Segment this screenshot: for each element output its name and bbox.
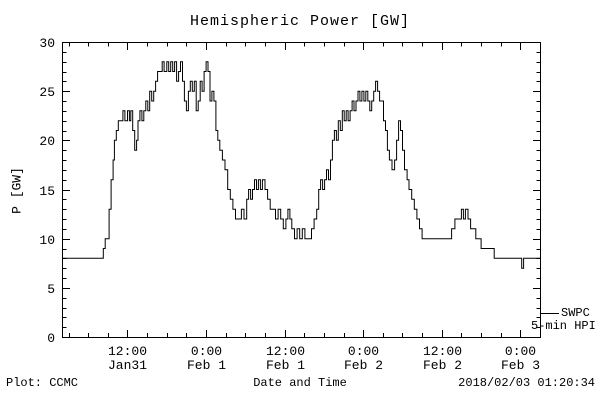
plot-source-label: Plot: CCMC — [6, 376, 79, 390]
y-tick-label: 0 — [47, 331, 55, 346]
chart-title: Hemispheric Power [GW] — [189, 13, 411, 30]
x-tick-date-label: Feb 1 — [266, 358, 305, 373]
x-tick-time-label: 12:00 — [423, 344, 462, 359]
data-line-5min-hpi — [62, 61, 540, 269]
x-tick-time-label: 12:00 — [108, 344, 147, 359]
y-tick-label: 25 — [39, 85, 55, 100]
y-tick-label: 30 — [39, 36, 55, 51]
x-tick-date-label: Feb 3 — [501, 358, 540, 373]
plot-timestamp: 2018/02/03 01:20:34 — [458, 376, 595, 390]
x-tick-date-label: Feb 1 — [187, 358, 226, 373]
axis-box — [62, 42, 541, 338]
y-tick-label: 10 — [39, 233, 55, 248]
legend-label-5min-hpi: 5-min HPI — [531, 319, 596, 333]
x-tick-date-label: Feb 2 — [344, 358, 383, 373]
y-tick-label: 15 — [39, 184, 55, 199]
legend-label-swpc: SWPC — [561, 306, 590, 320]
y-axis-label: P [GW] — [9, 167, 25, 214]
x-tick-date-label: Jan31 — [108, 358, 147, 373]
y-tick-label: 5 — [47, 282, 55, 297]
x-tick-time-label: 12:00 — [266, 344, 305, 359]
y-tick-label: 20 — [39, 134, 55, 149]
x-tick-date-label: Feb 2 — [423, 358, 462, 373]
x-axis-label: Date and Time — [253, 376, 347, 390]
x-tick-time-label: 0:00 — [191, 344, 222, 359]
x-tick-time-label: 0:00 — [505, 344, 536, 359]
x-tick-time-label: 0:00 — [348, 344, 379, 359]
